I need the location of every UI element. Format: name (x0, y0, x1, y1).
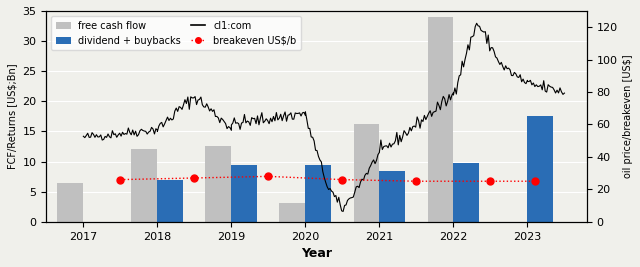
Bar (305, 164, 332, 222)
Point (263, 174, 273, 179)
Legend: free cash flow, dividend + buybacks, cl1:com, breakeven US$/b: free cash flow, dividend + buybacks, cl1… (51, 16, 301, 50)
Bar (428, 17, 453, 222)
Bar (453, 163, 479, 222)
Bar (527, 116, 554, 222)
Bar (205, 147, 232, 222)
Bar (131, 150, 157, 222)
Point (337, 178, 348, 182)
Point (115, 178, 125, 182)
Bar (380, 171, 405, 222)
Bar (157, 180, 183, 222)
Point (530, 179, 540, 183)
Point (189, 176, 200, 180)
Bar (58, 183, 83, 222)
Y-axis label: oil price/breakeven [US$]: oil price/breakeven [US$] (623, 54, 633, 178)
Bar (232, 164, 257, 222)
Bar (353, 124, 380, 222)
X-axis label: Year: Year (301, 247, 332, 260)
Y-axis label: FCF/Returns [US$;Bn]: FCF/Returns [US$;Bn] (7, 64, 17, 169)
Point (412, 179, 422, 183)
Point (485, 179, 495, 183)
Bar (280, 202, 305, 222)
